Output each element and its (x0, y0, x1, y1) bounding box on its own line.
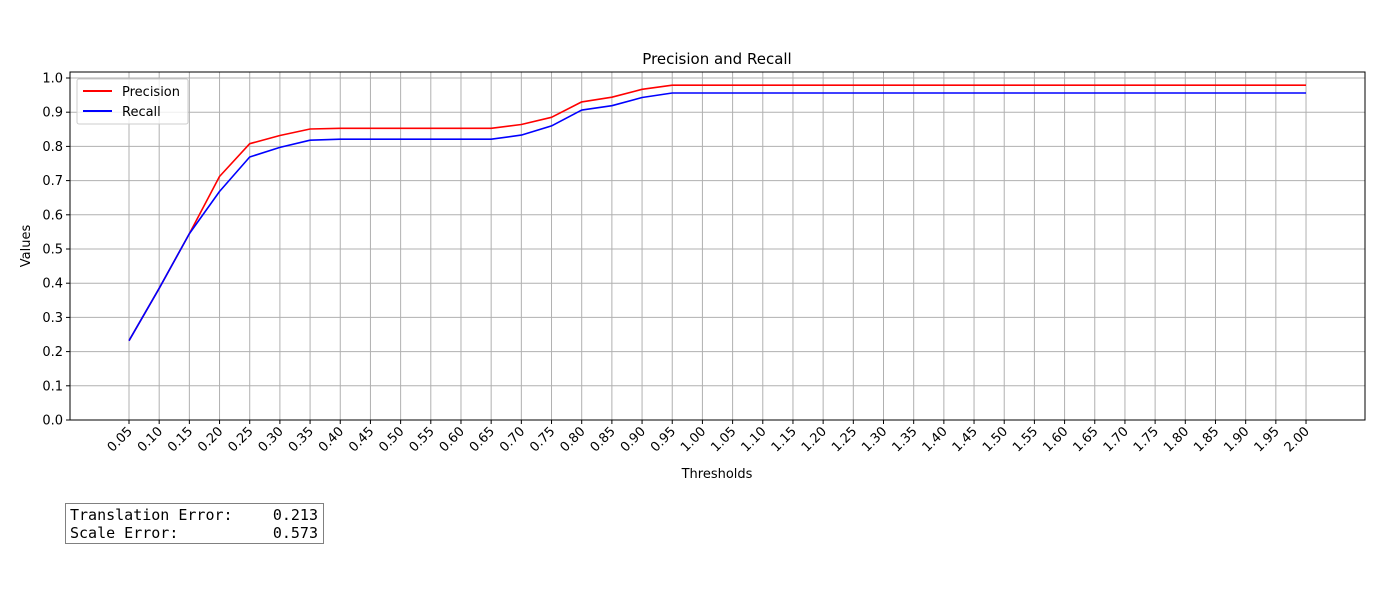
series-line-recall (128, 92, 1306, 342)
y-tick-label: 0.0 (42, 414, 63, 429)
x-tick-label: 1.10 (739, 424, 770, 455)
y-tick-label: 0.7 (42, 174, 63, 189)
y-tick-label: 0.2 (42, 345, 63, 360)
x-ticks: 0.05 0.10 0.15 0.20 0.25 0.30 0.35 0.40 0.45 0.50… (105, 420, 1313, 455)
x-tick-label: 1.50 (980, 424, 1011, 455)
x-tick-label: 0.95 (648, 424, 679, 455)
y-tick-label: 0.3 (42, 311, 63, 326)
x-tick-label: 1.85 (1191, 424, 1222, 455)
x-tick-label: 1.60 (1040, 424, 1071, 455)
y-ticks: 0.0 0.1 0.2 0.3 0.4 0.5 0.6 0.7 0.8 0.9 1.0 (42, 72, 70, 429)
x-tick-label: 0.70 (497, 424, 528, 455)
series-line-precision (128, 84, 1306, 342)
x-tick-label: 0.80 (557, 424, 588, 455)
x-tick-label: 1.75 (1131, 424, 1162, 455)
y-tick-label: 0.8 (42, 140, 63, 155)
x-tick-label: 0.50 (376, 424, 407, 455)
x-tick-label: 1.05 (708, 424, 739, 455)
x-tick-label: 1.40 (920, 424, 951, 455)
x-axis-label: Thresholds (681, 467, 753, 482)
x-tick-label: 0.65 (467, 424, 498, 455)
legend-precision-label: Precision (122, 85, 180, 100)
x-tick-label: 1.80 (1161, 424, 1192, 455)
x-tick-label: 0.55 (407, 424, 438, 455)
legend: Precision Recall (76, 78, 189, 125)
scale-error-label: Scale Error: (70, 524, 179, 542)
legend-recall-label: Recall (122, 105, 161, 120)
x-tick-label: 1.90 (1221, 424, 1252, 455)
error-summary-box: Translation Error: 0.213 Scale Error: 0.… (65, 503, 324, 544)
x-tick-label: 2.00 (1282, 424, 1313, 455)
x-tick-label: 1.95 (1252, 424, 1283, 455)
translation-error-value: 0.213 (272, 506, 318, 524)
translation-error-label: Translation Error: (70, 506, 233, 524)
scale-error-value: 0.573 (272, 524, 318, 542)
x-tick-label: 0.20 (195, 424, 226, 455)
translation-error-row: Translation Error: 0.213 (70, 506, 319, 524)
x-tick-label: 0.60 (437, 424, 468, 455)
x-tick-label: 0.85 (588, 424, 619, 455)
x-tick-label: 1.70 (1101, 424, 1132, 455)
grid (70, 72, 1365, 421)
x-tick-label: 1.00 (678, 424, 709, 455)
y-tick-label: 1.0 (42, 72, 63, 87)
x-tick-label: 1.65 (1071, 424, 1102, 455)
x-tick-label: 0.40 (316, 424, 347, 455)
x-tick-label: 1.20 (799, 424, 830, 455)
x-tick-label: 0.90 (618, 424, 649, 455)
x-tick-label: 0.05 (105, 424, 136, 455)
y-tick-label: 0.1 (42, 379, 63, 394)
x-tick-label: 0.15 (165, 424, 196, 455)
y-tick-label: 0.6 (42, 208, 63, 223)
x-tick-label: 1.35 (889, 424, 920, 455)
x-tick-label: 1.15 (769, 424, 800, 455)
x-tick-label: 0.25 (225, 424, 256, 455)
x-tick-label: 1.25 (829, 424, 860, 455)
x-tick-label: 1.30 (859, 424, 890, 455)
y-tick-label: 0.9 (42, 106, 63, 121)
x-tick-label: 0.45 (346, 424, 377, 455)
y-tick-label: 0.4 (42, 277, 63, 292)
x-tick-label: 1.45 (950, 424, 981, 455)
plot-frame (69, 71, 1366, 421)
x-tick-label: 1.55 (1010, 424, 1041, 455)
y-tick-label: 0.5 (42, 243, 63, 258)
x-tick-label: 0.30 (256, 424, 287, 455)
x-tick-label: 0.35 (286, 424, 317, 455)
y-axis-label: Values (19, 225, 34, 268)
chart-title: Precision and Recall (642, 50, 791, 68)
x-tick-label: 0.10 (135, 424, 166, 455)
x-tick-label: 0.75 (527, 424, 558, 455)
series-lines (128, 84, 1306, 342)
scale-error-row: Scale Error: 0.573 (70, 524, 319, 542)
